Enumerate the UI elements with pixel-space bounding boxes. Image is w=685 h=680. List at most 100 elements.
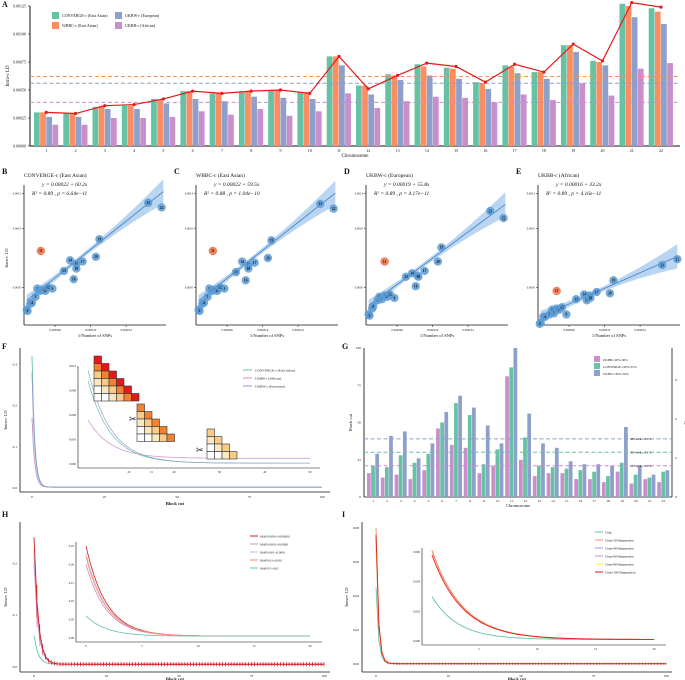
bar: [596, 62, 603, 146]
legend-label: Chip+20%Imputation: [605, 539, 634, 543]
ld-block-cell: [144, 418, 153, 427]
x-tick-label: 50: [177, 674, 181, 678]
point-label: 18: [75, 267, 79, 271]
panel-d: D UKBW-c (European) y = 0.00019 + 55.8x R²…: [342, 165, 514, 340]
y-tick-label: 0.00050: [13, 88, 26, 93]
x-tick-label: 0.000006: [391, 328, 403, 332]
inset-background: [76, 542, 322, 642]
inset-y-tick-label: 0.006: [413, 550, 420, 554]
bar: [326, 56, 333, 146]
inset-series-line: [431, 554, 655, 640]
point-label: 19: [270, 239, 274, 243]
inset-x-tick-label: 15: [253, 644, 257, 648]
x-tick-label: 0.000014: [634, 328, 646, 332]
data-point: [571, 294, 581, 304]
bar: [624, 426, 628, 497]
y-tick-label: 0.3: [13, 362, 18, 366]
bar: [509, 367, 514, 497]
bar: [615, 471, 620, 497]
point-label: 16: [585, 299, 589, 303]
x-tick-label: 10: [496, 499, 500, 503]
data-point: [557, 303, 567, 312]
data-point: [43, 283, 53, 292]
x-tick-label: 17: [593, 499, 597, 503]
inset-y-tick-label: 0.004: [413, 580, 420, 584]
bar: [456, 78, 462, 146]
x-tick-label: 11: [337, 148, 341, 153]
x-tick-label: 1: [45, 148, 47, 153]
bar: [568, 461, 573, 497]
bar: [567, 45, 573, 147]
legend-label: MAF0.001~0.0001: [260, 551, 286, 555]
x-tick-label: 13: [537, 499, 541, 503]
legend-label: WBBC-c (East Asian): [62, 23, 98, 28]
bar: [286, 115, 293, 146]
bar: [657, 482, 661, 497]
bar: [564, 468, 569, 497]
point-label: 19: [612, 279, 616, 283]
point-label: 22: [502, 216, 506, 220]
legend-label: MAF0.0001~0.00001: [260, 543, 289, 547]
y-tick-label: 0.00: [353, 662, 359, 666]
bar: [374, 107, 381, 146]
bar: [362, 85, 368, 146]
bar: [647, 477, 652, 497]
point-label: 7: [553, 312, 555, 316]
bar: [463, 447, 468, 497]
y-tick-label: 0.0005: [355, 285, 364, 289]
bar: [449, 444, 454, 497]
inset-x-tick-label: 10: [127, 470, 131, 474]
x-tick-label: 3: [400, 499, 402, 503]
chart-title: CONVERGE-c (East Asian): [24, 172, 87, 179]
point-label: 11: [555, 289, 559, 293]
bar: [443, 67, 450, 146]
x-tick-label: 25: [105, 674, 109, 678]
bar: [606, 476, 610, 497]
data-point: [195, 306, 204, 316]
data-point: [208, 246, 218, 256]
y-tick-label: 0.0013: [185, 191, 194, 195]
point-label: 2: [539, 322, 541, 326]
x-tick-label: 7: [221, 148, 223, 153]
bar: [541, 443, 545, 497]
x-tick-label: 15: [565, 499, 569, 503]
bar: [637, 465, 642, 497]
x-tick-label: 13: [396, 148, 400, 153]
legend-swatch: [594, 356, 600, 362]
ld-block-cell: [93, 385, 102, 394]
bar: [432, 96, 439, 146]
bar: [151, 98, 157, 146]
bar: [389, 435, 393, 497]
point-label: 5: [549, 313, 551, 317]
point-label: 22: [160, 206, 164, 210]
inset-x-tick-label: 40: [263, 470, 267, 474]
panel-label-c: C: [174, 167, 180, 176]
inset-y-tick-label: 0.012: [69, 364, 76, 368]
ld-block-cell: [136, 411, 145, 420]
trend-point: [73, 111, 78, 116]
regression-equation: y = 0.00022 + 59.5x: [213, 182, 260, 188]
x-tick-label: 18: [606, 499, 610, 503]
ld-block-cell: [123, 393, 132, 402]
x-tick-label: 0.000006: [563, 328, 575, 332]
y-tick-label: 0.00025: [13, 116, 26, 121]
panel-label-e: E: [516, 167, 522, 176]
point-label: 9: [224, 287, 226, 291]
inset-x-tick-label: 20: [653, 647, 657, 651]
point-label: 5: [35, 295, 37, 299]
regression-line: [198, 192, 336, 302]
bar: [209, 93, 216, 146]
x-axis-label: 1/Number of SNPs: [78, 333, 112, 338]
data-point: [59, 266, 69, 276]
bar: [371, 465, 375, 497]
inset-x-tick-label: 50: [309, 470, 313, 474]
bar: [513, 348, 518, 497]
bar: [643, 479, 648, 497]
ld-block-cell: [101, 393, 110, 402]
x-tick-label: 0.000006: [49, 328, 61, 332]
data-point: [552, 286, 561, 296]
data-point: [267, 236, 276, 245]
panel-label-d: D: [344, 167, 350, 176]
regression-stats: R² = 0.88 , p = 1.04e−10: [203, 190, 260, 197]
regression-stats: R² = 0.89 , p = 6.64e−11: [31, 190, 88, 197]
